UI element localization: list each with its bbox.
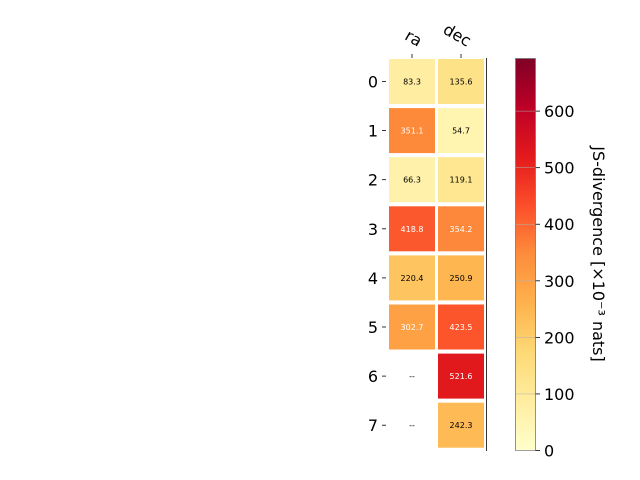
cell-value-label: 83.3 xyxy=(403,78,421,87)
colorbar-gradient xyxy=(515,58,536,451)
colorbar-tick-label: 0 xyxy=(544,442,554,461)
cell-value-label: 54.7 xyxy=(452,127,470,136)
heatmap-cell xyxy=(438,304,484,350)
heatmap-cell xyxy=(389,59,435,104)
heatmap-cell xyxy=(438,157,484,203)
cell-value-label: -- xyxy=(409,421,415,430)
row-label-6: 6 xyxy=(368,367,378,386)
colorbar: 0 100 200 300 400 500 600 JS-divergence [×10⁻³… xyxy=(515,58,608,461)
row-label-2: 2 xyxy=(368,171,378,190)
cell-value-label: 423.5 xyxy=(450,323,473,332)
cell-value-label: -- xyxy=(409,372,415,381)
cell-value-label: 119.1 xyxy=(450,176,473,185)
heatmap-cell xyxy=(389,157,435,203)
row-label-3: 3 xyxy=(368,220,378,239)
row-label-1: 1 xyxy=(368,122,378,141)
cell-value-label: 521.6 xyxy=(450,372,473,381)
heatmap-cell xyxy=(438,206,484,252)
cell-value-label: 354.2 xyxy=(450,225,473,234)
cell-value-label: 242.3 xyxy=(450,421,473,430)
column-label-dec: dec xyxy=(440,20,474,51)
heatmap-cell xyxy=(438,108,484,154)
row-labels: 0 1 2 3 4 5 6 7 xyxy=(368,73,386,435)
heatmap-cell xyxy=(438,402,484,448)
cell-value-label: 220.4 xyxy=(401,274,424,283)
cell-value-label: 250.9 xyxy=(450,274,473,283)
heatmap-cells: 83.3 135.6 351.1 54.7 66.3 119.1 418.8 354.2 220… xyxy=(389,59,484,448)
heatmap-cell xyxy=(389,304,435,350)
cell-value-label: 135.6 xyxy=(450,78,473,87)
column-label-ra: ra xyxy=(402,26,426,51)
colorbar-ticks: 0 100 200 300 400 500 600 xyxy=(515,102,575,461)
row-label-4: 4 xyxy=(368,269,378,288)
heatmap-cell xyxy=(438,255,484,301)
colorbar-tick-label: 600 xyxy=(544,102,575,121)
heatmap-cell xyxy=(438,353,484,399)
colorbar-tick-label: 400 xyxy=(544,215,575,234)
heatmap-cell xyxy=(438,59,484,104)
colorbar-label: JS-divergence [×10⁻³ nats] xyxy=(589,145,608,361)
cell-value-label: 418.8 xyxy=(401,225,424,234)
cell-value-label: 302.7 xyxy=(401,323,424,332)
heatmap-cell xyxy=(389,206,435,252)
row-label-5: 5 xyxy=(368,318,378,337)
heatmap-cell xyxy=(389,255,435,301)
row-label-7: 7 xyxy=(368,416,378,435)
colorbar-tick-label: 200 xyxy=(544,328,575,347)
colorbar-tick-label: 500 xyxy=(544,159,575,178)
colorbar-tick-label: 100 xyxy=(544,385,575,404)
column-labels: ra dec xyxy=(402,20,475,58)
cell-value-label: 351.1 xyxy=(401,127,424,136)
cell-value-label: 66.3 xyxy=(403,176,421,185)
row-label-0: 0 xyxy=(368,73,378,92)
colorbar-tick-label: 300 xyxy=(544,272,575,291)
heatmap-cell xyxy=(389,108,435,154)
